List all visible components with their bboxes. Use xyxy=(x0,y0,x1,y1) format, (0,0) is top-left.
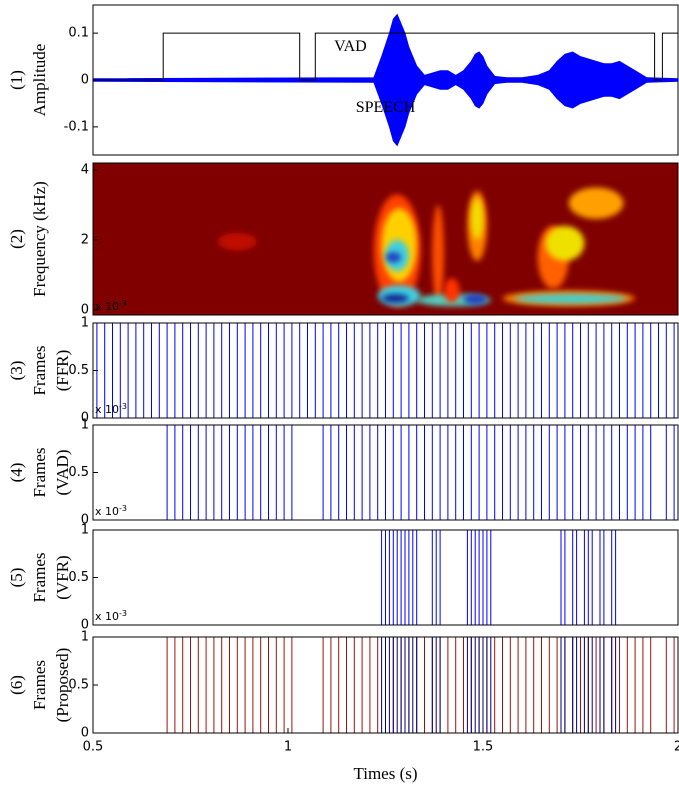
y-tick-label: 0.1 xyxy=(68,26,89,41)
spectrogram-region xyxy=(545,225,585,261)
x-axis-label: Times (s) xyxy=(353,764,417,783)
y-axis-label: Frames xyxy=(30,660,49,710)
y-tick-label: 1 xyxy=(81,418,89,433)
multiplier-base: x 10 xyxy=(95,610,119,623)
y-axis-label: Frames xyxy=(30,345,49,395)
spectrogram-region xyxy=(432,204,444,303)
multiplier-base: x 10 xyxy=(95,300,119,313)
x-tick-label: 2 xyxy=(674,740,679,755)
axis-multiplier: x 10-3 xyxy=(95,609,127,624)
y-tick-label: 0.5 xyxy=(68,465,89,480)
axis-multiplier: x 10-3 xyxy=(95,299,127,314)
y-axis-label: Frequency (kHz) xyxy=(30,181,49,297)
panel: 0 0.5 1 (4) Frames (VAD) x 10-3 xyxy=(7,418,679,528)
y-axis-label: (1) xyxy=(7,70,26,90)
panel: SPEECH VAD 0.1 0 -0.1 (1) Amplitude xyxy=(7,4,679,156)
multiplier-exponent: -3 xyxy=(119,299,127,308)
vad-line xyxy=(93,32,678,81)
y-tick-label: 0 xyxy=(81,411,89,426)
y-axis-label: (VFR) xyxy=(53,555,72,599)
plot-frame xyxy=(92,162,679,316)
y-axis-label: (4) xyxy=(7,463,26,483)
y-tick-label: 4 xyxy=(81,162,89,177)
y-tick-label: 1 xyxy=(81,523,89,538)
y-tick-label: 1 xyxy=(81,630,89,645)
annotation: VAD xyxy=(334,38,367,55)
multiplier-exponent: -3 xyxy=(119,402,127,411)
y-axis-label: Frames xyxy=(30,552,49,602)
spectrogram-region xyxy=(471,197,483,240)
spectrogram-region xyxy=(217,232,257,251)
spectrogram-region xyxy=(444,278,460,303)
x-tick-label: 1 xyxy=(284,740,292,755)
y-axis-label: (5) xyxy=(7,568,26,588)
waveform xyxy=(92,13,679,147)
y-tick-label: 0.5 xyxy=(68,363,89,378)
y-axis-label: Amplitude xyxy=(30,44,49,117)
y-axis-label: (2) xyxy=(7,229,26,249)
x-tick-label: 0.5 xyxy=(83,740,104,755)
annotation: SPEECH xyxy=(356,99,416,116)
multiplier-base: x 10 xyxy=(95,505,119,518)
panel: 0 2 4 (2) Frequency (kHz) x 10-3 xyxy=(7,162,679,317)
y-axis-label: Frames xyxy=(30,447,49,497)
y-tick-label: 0 xyxy=(81,73,89,88)
y-axis-label: (6) xyxy=(7,675,26,695)
spectrogram-region xyxy=(381,294,409,303)
spectrogram-region xyxy=(568,187,624,219)
y-tick-label: 0 xyxy=(81,302,89,317)
y-axis-label: (3) xyxy=(7,361,26,381)
y-tick-label: 0 xyxy=(81,726,89,741)
multiplier-exponent: -3 xyxy=(119,609,127,618)
panel: 0 0.5 1 (3) Frames (FFR) x 10-3 xyxy=(7,316,679,426)
y-axis-label: (VAD) xyxy=(53,450,72,496)
y-axis-label: (FFR) xyxy=(53,350,72,392)
x-tick-label: 1.5 xyxy=(473,740,494,755)
y-axis-label: (Proposed) xyxy=(53,648,72,723)
panel: 0 0.5 1 (5) Frames (VFR) x 10-3 xyxy=(7,523,679,633)
y-tick-label: 0 xyxy=(81,513,89,528)
y-tick-label: 0.5 xyxy=(68,678,89,693)
multiplier-base: x 10 xyxy=(95,403,119,416)
y-tick-label: 2 xyxy=(81,232,89,247)
spectrogram-region xyxy=(463,294,487,305)
y-tick-label: 0 xyxy=(81,618,89,633)
y-tick-label: 1 xyxy=(81,316,89,331)
spectrogram-region xyxy=(385,252,402,263)
y-tick-label: 0.5 xyxy=(68,570,89,585)
y-tick-label: -0.1 xyxy=(64,119,89,134)
axis-multiplier: x 10-3 xyxy=(95,402,127,417)
multiplier-exponent: -3 xyxy=(119,504,127,513)
axis-multiplier: x 10-3 xyxy=(95,504,127,519)
spectrogram-region xyxy=(514,294,628,304)
spectrogram-regions xyxy=(217,187,636,307)
